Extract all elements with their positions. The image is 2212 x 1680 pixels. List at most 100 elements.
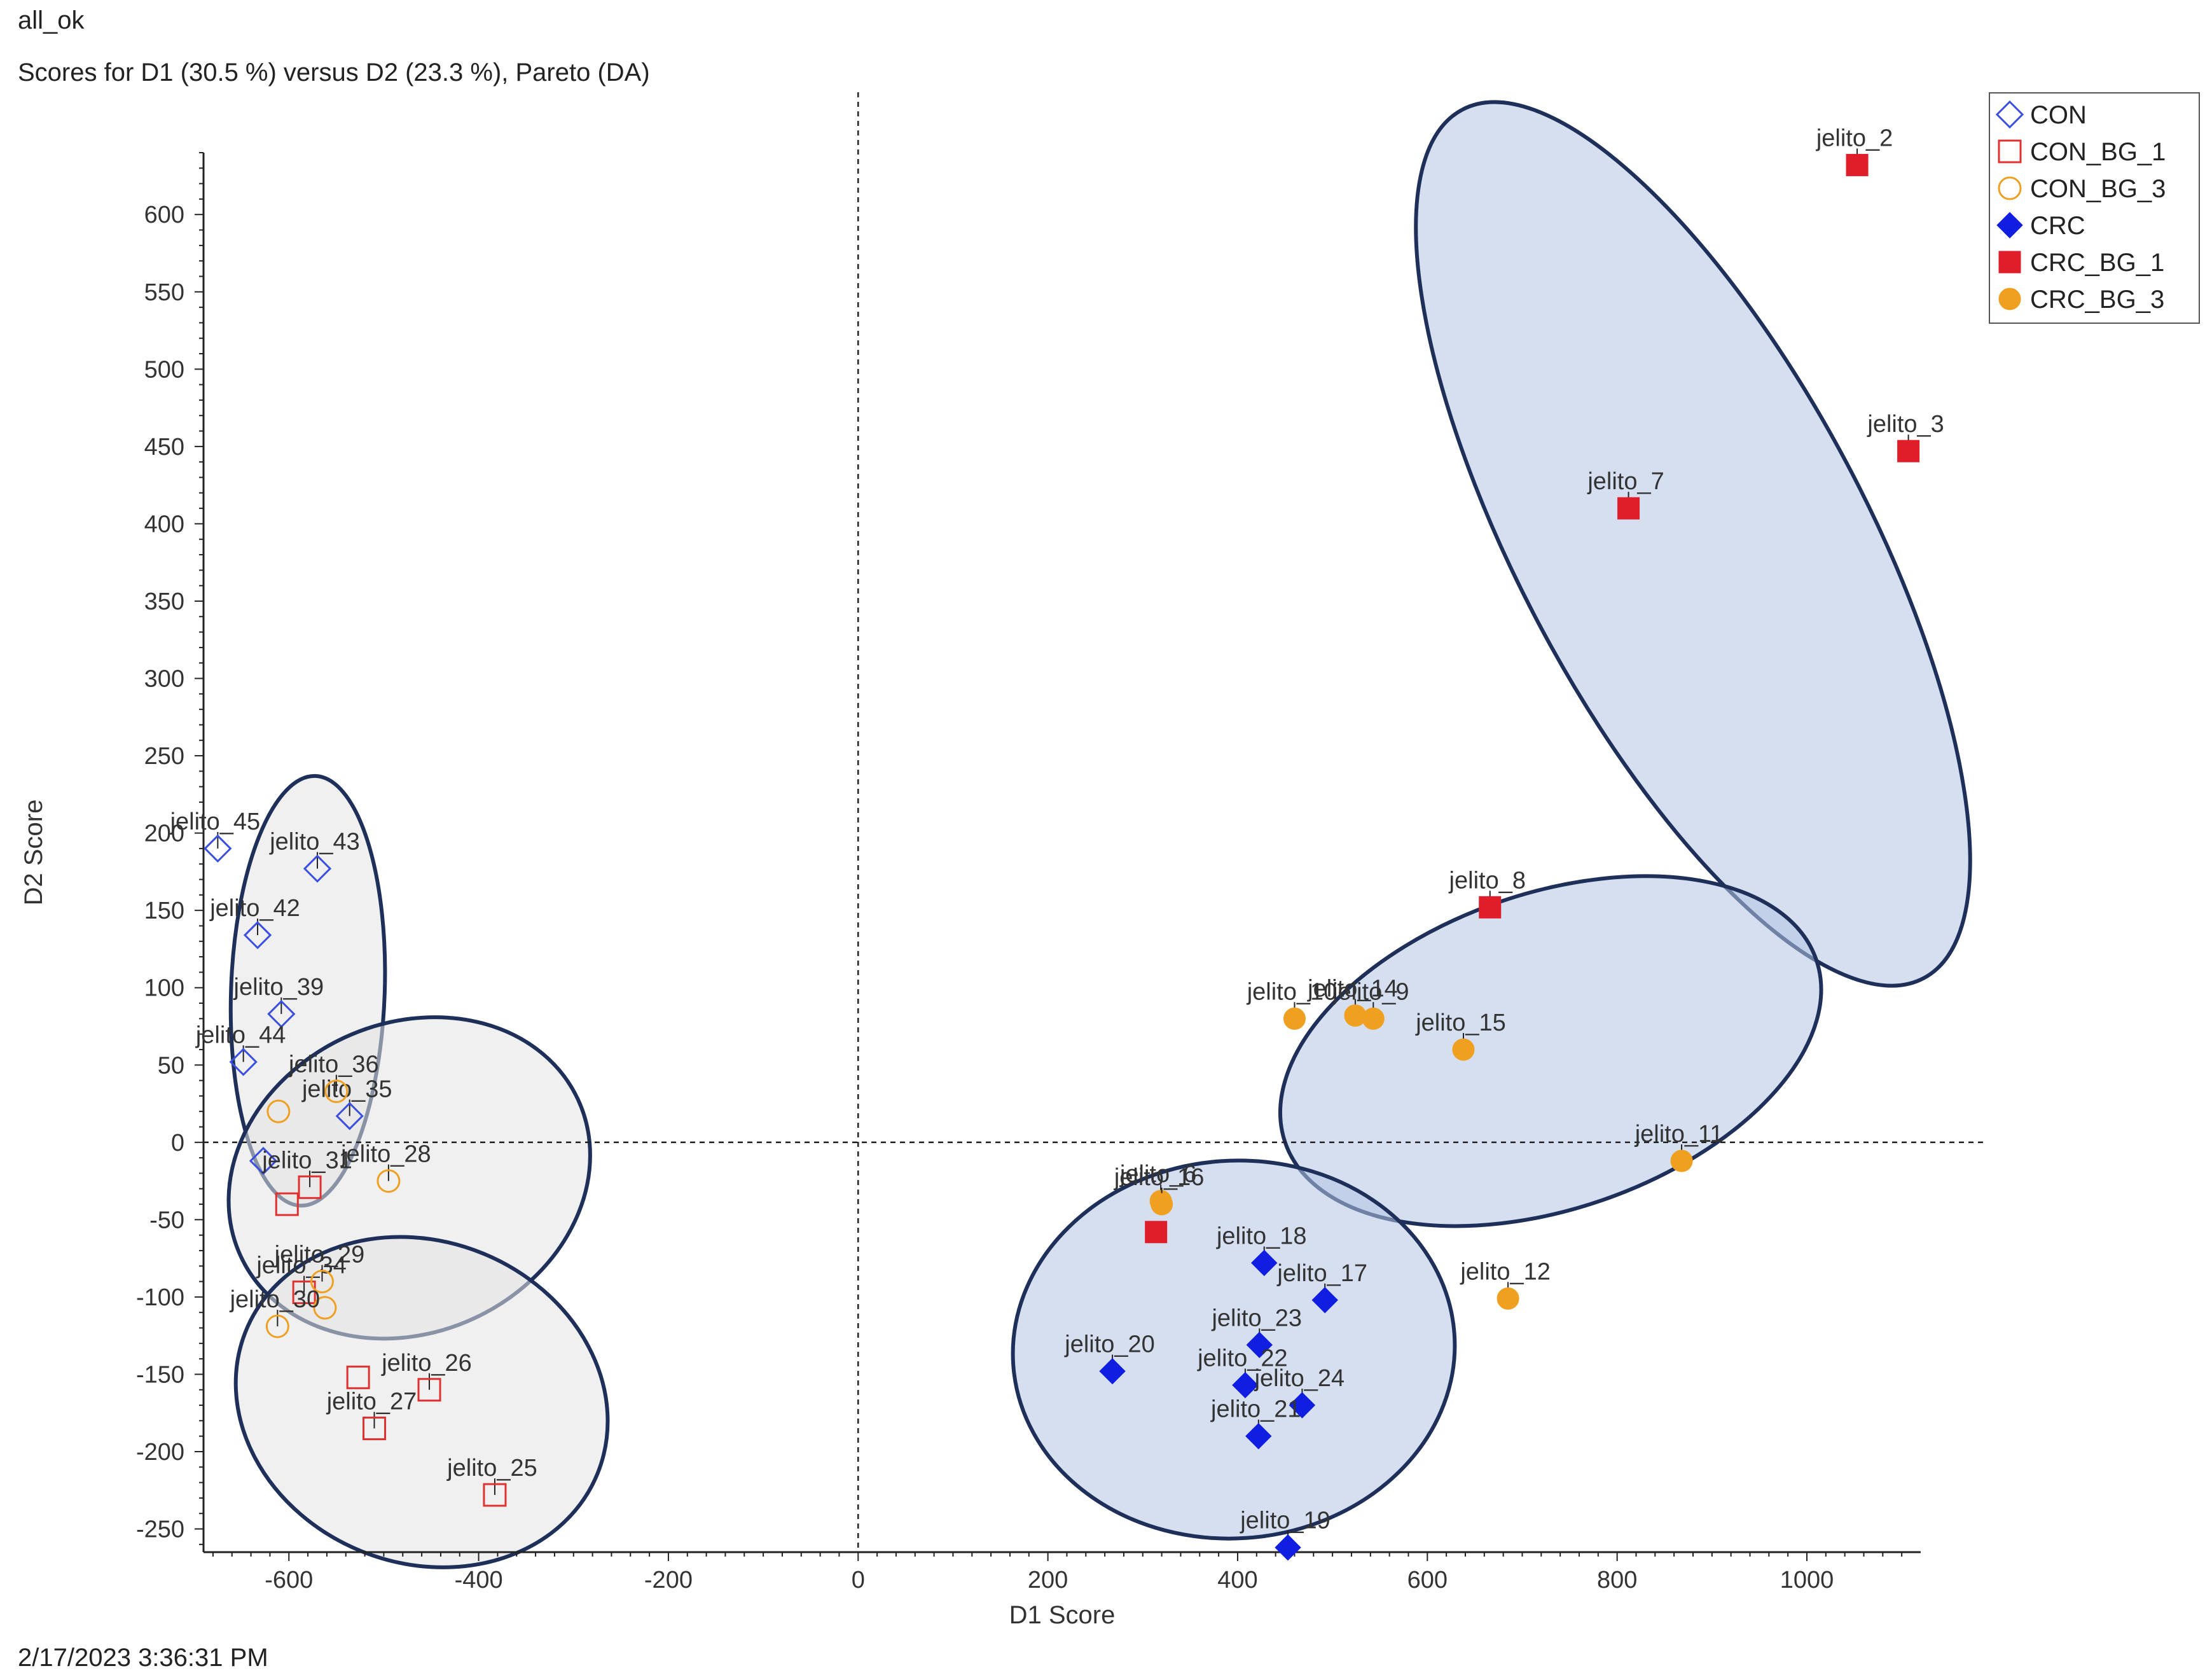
legend-marker xyxy=(1998,139,2022,163)
point-label: jelito_22 xyxy=(1197,1345,1288,1371)
legend-box xyxy=(1989,92,2200,324)
data-point xyxy=(275,1192,299,1216)
y-tick-label: -150 xyxy=(136,1361,184,1388)
legend-label: CRC xyxy=(2030,212,2085,240)
x-tick-label: -400 xyxy=(455,1567,503,1593)
x-tick-label: -600 xyxy=(265,1567,313,1593)
legend-marker xyxy=(1998,288,2021,310)
point-label: jelito_9 xyxy=(1332,978,1409,1005)
data-point xyxy=(1311,1287,1338,1314)
point-label: jelito_21 xyxy=(1210,1396,1301,1423)
data-point xyxy=(483,1483,507,1507)
y-tick-label: 500 xyxy=(144,356,184,383)
x-tick-label: -200 xyxy=(644,1567,693,1593)
data-point xyxy=(1289,1392,1316,1419)
point-label: jelito_11 xyxy=(1635,1121,1724,1148)
x-tick-label: 800 xyxy=(1597,1567,1637,1593)
series-con-bg-3: jelito_36 jelito_28 jelito_29 jelito_30 xyxy=(230,1052,431,1338)
legend-label: CON_BG_1 xyxy=(2030,138,2166,166)
series-crc-bg-1: jelito_2 jelito_3 jelito_7 jelito_8 xyxy=(1145,125,1944,1244)
series-con: jelito_45 jelito_43 jelito_42 jelito_39jeli… xyxy=(170,809,392,1176)
data-point xyxy=(1145,1221,1168,1244)
point-label: jelito_12 xyxy=(1460,1258,1551,1285)
point-label: jelito_10 xyxy=(1247,978,1338,1005)
y-tick-label: 450 xyxy=(144,434,184,461)
ellipse-4 xyxy=(1414,100,1972,988)
legend-label: CRC_BG_1 xyxy=(2030,249,2164,277)
point-label: jelito_2 xyxy=(1816,125,1893,151)
data-point xyxy=(303,854,332,883)
chart-title: Scores for D1 (30.5 %) versus D2 (23.3 %… xyxy=(18,59,650,87)
point-label: jelito_3 xyxy=(1867,411,1944,438)
point-label: jelito_6 xyxy=(1119,1161,1196,1188)
legend-label: CON xyxy=(2030,101,2087,129)
y-tick-label: 600 xyxy=(144,202,184,228)
data-point xyxy=(1151,1193,1173,1216)
y-tick-label: 50 xyxy=(158,1052,184,1079)
point-label: jelito_16 xyxy=(1114,1164,1205,1191)
ellipse-6 xyxy=(1011,1158,1457,1541)
y-tick-label: -100 xyxy=(136,1284,184,1311)
legend-label: CRC_BG_3 xyxy=(2030,286,2164,314)
point-label: jelito_42 xyxy=(209,895,300,922)
data-point xyxy=(1251,1249,1278,1277)
data-point xyxy=(346,1365,370,1389)
data-point xyxy=(1846,153,1869,176)
y-tick-label: 400 xyxy=(144,511,184,538)
x-axis-title: D1 Score xyxy=(1009,1601,1116,1629)
series-crc: jelito_18 jelito_17 jelito_23 jelito_20jeli… xyxy=(1064,1223,1367,1561)
x-tick-label: 400 xyxy=(1217,1567,1257,1593)
data-point xyxy=(204,834,232,863)
data-point xyxy=(1670,1149,1693,1172)
series-con-bg-1: jelito_31jelito_34jelito_26jelito_27jeli… xyxy=(256,1147,537,1507)
series-crc-bg-3: jelito_10jelito_14jelito_9jelito_15jelit… xyxy=(1114,975,1724,1310)
y-tick-label: 100 xyxy=(144,975,184,1002)
legend-marker xyxy=(1996,212,2023,239)
data-point xyxy=(298,1175,322,1199)
data-point xyxy=(1245,1422,1272,1450)
legend-marker xyxy=(1998,176,2022,200)
data-point xyxy=(1246,1331,1273,1358)
point-label: jelito_8 xyxy=(1449,867,1526,894)
y-tick-label: -200 xyxy=(136,1439,184,1466)
legend-label: CON_BG_3 xyxy=(2030,175,2166,203)
data-point xyxy=(1283,1007,1306,1030)
point-label: jelito_26 xyxy=(381,1350,472,1377)
data-point xyxy=(1497,1287,1519,1310)
data-point xyxy=(324,1080,349,1104)
data-point xyxy=(1099,1357,1126,1385)
y-tick-label: -50 xyxy=(149,1207,184,1233)
x-tick-label: 200 xyxy=(1028,1567,1068,1593)
data-point xyxy=(1362,1007,1385,1030)
y-tick-label: 200 xyxy=(144,821,184,847)
point-label: jelito_17 xyxy=(1276,1260,1367,1287)
point-label: jelito_28 xyxy=(340,1141,431,1168)
data-point xyxy=(266,1099,291,1123)
data-points: jelito_45jelito_43jelito_42jelito_39jeli… xyxy=(170,125,1944,1561)
point-label: jelito_29 xyxy=(274,1242,365,1268)
point-label: jelito_44 xyxy=(195,1022,286,1048)
data-point xyxy=(265,1314,289,1338)
point-label: jelito_43 xyxy=(269,829,360,856)
data-point xyxy=(243,920,272,950)
data-point xyxy=(310,1270,334,1294)
confidence-ellipses xyxy=(226,100,1972,1569)
data-point xyxy=(1232,1371,1259,1399)
y-tick-label: -250 xyxy=(136,1517,184,1543)
timestamp: 2/17/2023 3:36:31 PM xyxy=(18,1644,268,1672)
point-label: jelito_27 xyxy=(326,1389,417,1415)
legend: CON CON_BG_1 CON_BG_3 CRC CRC_BG_1 CRC_BG_3 xyxy=(1989,92,2200,324)
point-label: jelito_39 xyxy=(233,974,324,1001)
data-point xyxy=(1479,896,1502,919)
y-tick-label: 150 xyxy=(144,898,184,924)
data-point xyxy=(1897,440,1920,462)
data-point xyxy=(1617,497,1640,520)
point-label: jelito_20 xyxy=(1064,1331,1155,1358)
y-tick-label: 300 xyxy=(144,666,184,693)
point-label: jelito_24 xyxy=(1254,1365,1345,1392)
data-point xyxy=(313,1296,337,1320)
data-point xyxy=(335,1102,364,1130)
data-point xyxy=(377,1169,401,1193)
